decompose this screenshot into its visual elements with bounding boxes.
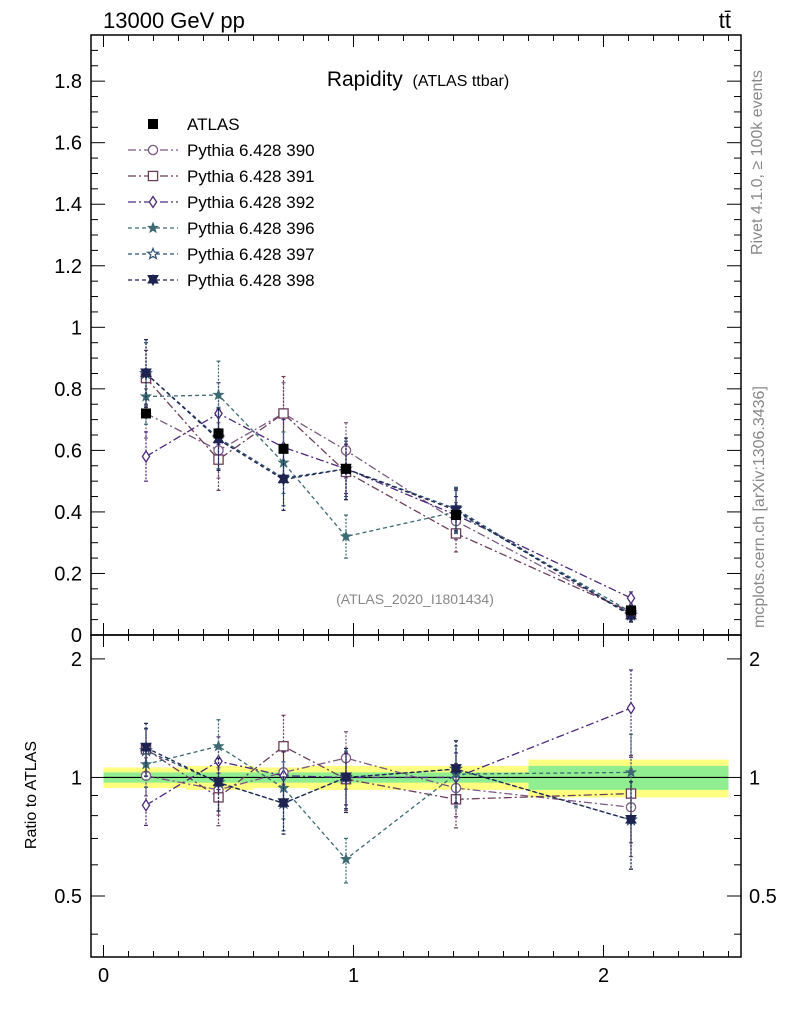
y-tick-label: 0 <box>71 625 82 647</box>
ratio-series-line <box>145 745 632 861</box>
series-point <box>140 367 152 377</box>
ratio-point <box>141 798 151 812</box>
ratio-panel: 0.5 0.5 1 1 2 2 0 1 2 Ratio to ATLAS <box>23 634 777 987</box>
series-point <box>277 473 290 484</box>
ratio-point <box>339 852 353 865</box>
series-3 <box>139 360 638 619</box>
reference-point <box>141 408 151 419</box>
header-right: tt̄ <box>719 8 731 33</box>
legend-marker <box>148 195 158 209</box>
series-line <box>145 412 632 615</box>
y-tick-label: 1.4 <box>54 194 82 216</box>
ratio-y-tick-label: 0.5 <box>54 886 82 908</box>
ratio-y-tick-label: 1 <box>71 767 82 789</box>
ratio-series-line <box>145 757 632 808</box>
ratio-series-line <box>145 747 632 821</box>
ratio-frame <box>90 634 742 958</box>
series-point <box>141 449 151 464</box>
series-0 <box>140 382 637 621</box>
series-point <box>339 530 353 542</box>
legend-label: Pythia 6.428 396 <box>187 219 315 238</box>
main-series <box>139 339 638 623</box>
ratio-y-tick-label: 2 <box>71 649 82 671</box>
series-4 <box>139 342 638 622</box>
legend-label: Pythia 6.428 390 <box>187 141 315 160</box>
x-tick-label: 1 <box>348 965 359 987</box>
y-tick-label: 0.8 <box>54 379 82 401</box>
watermark: (ATLAS_2020_I1801434) <box>336 591 494 607</box>
legend-label: ATLAS <box>187 115 240 134</box>
chart-title: Rapidity (ATLAS ttbar) <box>327 68 509 91</box>
y-tick-label: 0.6 <box>54 440 82 462</box>
reference-point <box>278 443 289 454</box>
header-left: 13000 GeV pp <box>103 8 245 33</box>
series-line <box>145 394 632 613</box>
ratio-point <box>214 754 223 768</box>
ratio-point <box>450 763 462 773</box>
ratio-point <box>624 765 638 778</box>
ratio-point <box>625 814 637 824</box>
chart-title-suffix: (ATLAS ttbar) <box>413 73 510 90</box>
series-5 <box>140 339 637 623</box>
y-tick-label: 1 <box>71 317 82 339</box>
ratio-series-line <box>145 750 632 821</box>
chart-title-main: Rapidity <box>327 68 403 91</box>
legend-marker <box>146 246 160 260</box>
legend-label: Pythia 6.428 398 <box>187 271 315 290</box>
y-tick-label: 0.4 <box>54 502 82 524</box>
legend: ATLAS Pythia 6.428 390 Pythia 6.428 391 Pyt… <box>128 115 315 290</box>
series-2 <box>141 382 636 605</box>
series-point <box>278 408 289 419</box>
legend-label: Pythia 6.428 397 <box>187 245 315 264</box>
y-tick-label: 1.2 <box>54 256 82 278</box>
legend-marker <box>147 170 159 182</box>
mcplots-label: mcplots.cern.ch [arXiv:1306.3436] <box>751 386 768 628</box>
main-reference-points <box>141 408 636 616</box>
legend-marker <box>146 221 160 234</box>
y-tick-label: 0.2 <box>54 563 82 585</box>
x-tick-label: 0 <box>98 965 109 987</box>
ratio-y-tick-label-right: 1 <box>749 767 760 789</box>
x-tick-label: 2 <box>598 965 609 987</box>
ratio-point <box>626 701 636 715</box>
ratio-point <box>340 771 352 781</box>
legend-label: Pythia 6.428 391 <box>187 167 315 186</box>
reference-point <box>626 605 636 616</box>
reference-point <box>451 510 461 520</box>
reference-point <box>341 463 351 474</box>
ratio-point <box>212 739 225 752</box>
series-point <box>626 591 636 605</box>
reference-point <box>213 428 224 439</box>
ratio-series <box>139 669 638 884</box>
series-point <box>212 433 225 444</box>
series-point <box>212 388 225 401</box>
legend-marker <box>147 274 159 284</box>
ratio-point <box>278 741 289 752</box>
rivet-label: Rivet 4.1.0, ≥ 100k events <box>749 70 766 255</box>
ratio-ylabel: Ratio to ATLAS <box>23 741 40 849</box>
ratio-series-line <box>145 707 632 806</box>
ratio-point <box>140 741 152 752</box>
ratio-series-5 <box>140 722 637 870</box>
y-tick-label: 1.8 <box>54 71 82 93</box>
ratio-point <box>277 797 290 807</box>
y-tick-label: 1.6 <box>54 133 82 155</box>
legend-marker <box>148 119 158 129</box>
ratio-point <box>212 776 225 787</box>
main-panel: 0 0.2 0.4 0.6 0.8 1 1.2 1.4 1.6 1.8 Rapidity (ATL… <box>54 34 742 647</box>
legend-marker <box>147 144 159 156</box>
ratio-y-tick-label-right: 0.5 <box>749 886 777 908</box>
series-line <box>145 372 632 616</box>
series-line <box>145 377 632 613</box>
series-line <box>145 372 632 617</box>
ratio-axes: 0.5 0.5 1 1 2 2 0 1 2 <box>54 634 777 987</box>
ratio-y-tick-label-right: 2 <box>749 649 760 671</box>
legend-label: Pythia 6.428 392 <box>187 193 315 212</box>
